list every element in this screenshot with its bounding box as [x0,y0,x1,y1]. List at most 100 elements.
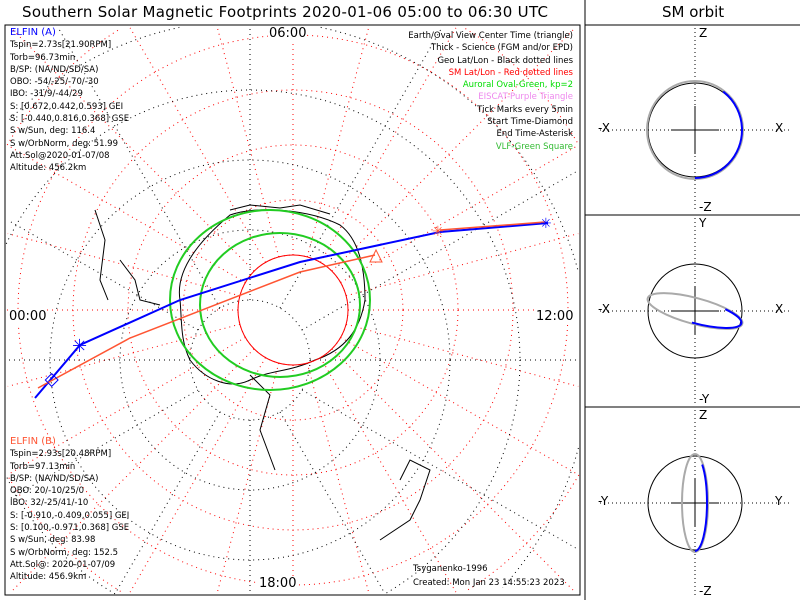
earth-circle [647,263,743,359]
legend-item: VLF-Green Square [495,141,573,152]
orbit-axis-label-left: -Y [598,494,609,508]
sm-lat-circle [237,254,349,366]
sm-lon-line [8,145,246,283]
sm-lon-line [345,233,579,297]
sm-lon-line [129,357,266,593]
elfin-b-line: S: [0.100,-0.971,0.368] GSE [10,523,130,534]
legend-item: Earth/Oval View Center Time (triangle) [408,31,573,41]
elfin-a-line: IBO: -31/9/-44/29 [10,89,83,100]
elfin-a-orbit [694,90,744,179]
sm-lon-line [7,323,241,387]
elfin-a-line: S: [-0.440,0.816,0.368] GSE [10,114,130,125]
sm-lon-line [320,357,457,593]
elfin-b-track-2 [439,221,546,231]
sm-pole-circle [237,254,349,366]
geo-lat-circle [119,229,381,491]
elfin-b-name: ELFIN (B) [10,436,56,447]
sm-lon-line [320,27,457,263]
orbit-axis-label-top: Z [699,26,708,40]
elfin-b-line: Tspin=2.93s[20.48RPM] [10,449,112,460]
sm-orbit-plots [600,28,790,596]
geo-grid [5,26,579,595]
view-center-triangle [369,248,383,263]
hour-label-00: 00:00 [8,309,48,324]
geo-lat-circle [189,299,311,421]
elfin-a-line: Tspin=2.73s[21.90RPM] [10,40,112,51]
hour-label-06: 06:00 [268,26,308,41]
legend-item: Tick Marks every 5min [477,104,573,115]
sm-lon-line [216,27,280,258]
sm-lon-line [340,145,578,283]
elfin-b-line: S w/Sun, deg: 83.98 [10,535,96,546]
orbit-axis-label-top: Z [699,408,708,422]
geo-lat-circle [5,89,521,595]
legend-item: SM Lat/Lon - Red dotted lines [448,67,573,78]
elfin-b-end-asterisk: ✳ [432,224,444,240]
legend-item: End Time-Asterisk [496,129,573,140]
geo-lat-circle [9,26,579,588]
orbit-axis-label-right: X [775,121,784,135]
elfin-a-orbit [691,308,743,329]
geo-lon-line [114,411,221,595]
orbit-axis-label-right: Y [775,494,783,508]
elfin-b-line: Torb=97.13min [10,461,76,472]
sm-orbit-title: SM orbit [662,3,725,21]
orbit-axis-label-bottom: -Z [699,200,712,214]
elfin-b-line: Altitude: 456.9km [10,572,87,583]
elfin-a-line: S w/Sun, deg: 116.4 [10,126,96,137]
sm-lon-line [331,348,576,593]
elfin-a-asterisk: ✳ [540,216,552,232]
elfin-b-line: S w/OrbNorm, deg: 152.5 [10,547,119,558]
legend-item: Auroral Oval-Green, kp=2 [462,80,573,91]
elfin-a-line: S w/OrbNorm, deg: 51.99 [10,138,119,149]
elfin-a-line: Att.Sol@2020-01-07/08 [10,150,110,161]
elfin-b-info: ELFIN (B) Tspin=2.93s[20.48RPM] Torb=97.1… [10,436,129,584]
elfin-a-start-diamond [44,372,59,388]
plot-title: Southern Solar Magnetic Footprints 2020-… [22,3,549,21]
sm-lat-circle [72,89,514,531]
elfin-a-line: Altitude: 456.2km [10,163,87,174]
orbit-axis-label-bottom: -Y [699,392,710,406]
legend-item: Thick - Science (FGM and/or EPD) [430,43,573,54]
elfin-a-name: ELFIN (A) [10,27,56,38]
auroral-oval [169,209,371,391]
geo-lon-line [301,389,578,550]
elfin-b-track [37,254,376,389]
orbit-axis-label-left: -X [598,302,610,316]
hour-label-18: 18:00 [258,576,298,591]
hour-label-12: 12:00 [535,309,575,324]
sm-lon-line [129,27,266,263]
elfin-a-line: B/SP: (NA/ND/SD/SA) [10,64,99,75]
elfin-a-line: OBO: -54/-25/-70/-30 [10,77,99,88]
geo-lon-line [279,411,386,595]
orbit-axis-label-right: X [775,302,784,316]
sm-lon-line [340,337,578,475]
orbit-axis-label-top: Y [699,216,707,230]
elfin-b-line: B/SP: (NA/ND/SD/SA) [10,473,99,484]
elfin-b-line: Att.Sol@: 2020-01-07/09 [10,559,116,570]
legend: Earth/Oval View Center Time (triangle) Th… [408,30,573,153]
legend-item: EISCAT-Purple Triangle [478,92,573,103]
legend-item: Geo Lat/Lon - Black dotted lines [437,55,573,66]
sm-lon-line [306,362,370,593]
elfin-a-orbit [694,464,709,552]
coastline [94,204,431,541]
geo-lon-line [301,170,578,331]
model-label: Tsyganenko-1996 [413,564,488,574]
created-label: Created: Mon Jan 23 14:55:23 2023 [413,578,565,588]
orbit-axis-label-bottom: -Z [699,584,712,598]
elfin-b-line: IBO: 32/-25/41/-10 [10,498,89,509]
legend-item: Start Time-Diamond [487,117,573,128]
elfin-a-line: Torb=96.73min [10,52,76,63]
sm-lon-line [8,337,246,475]
sm-lon-line [306,27,370,258]
elfin-b-line: OBO: 20/-10/25/0 [10,486,84,497]
sm-lon-line [345,323,579,387]
elfin-a-track [34,222,549,399]
elfin-a-line: S: [0.672,0.442,0.593] GEI [10,101,124,112]
elfin-a-info: ELFIN (A) Tspin=2.73s[21.90RPM] Torb=96.7… [10,27,129,175]
elfin-b-line: S: [-0.910,-0.409,0.055] GEI [10,510,130,521]
main-frame [4,24,581,596]
elfin-a-end-asterisk: ✳ [72,336,87,357]
